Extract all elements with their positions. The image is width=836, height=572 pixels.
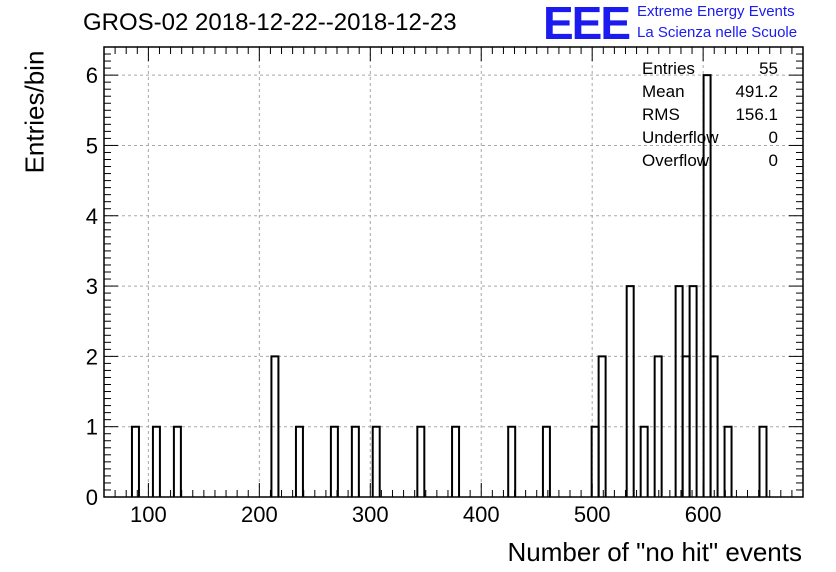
- stat-entries-label: Entries: [642, 59, 695, 78]
- y-tick-label: 0: [86, 485, 98, 510]
- x-tick-label: 100: [130, 502, 167, 527]
- histogram-bin: [674, 285, 684, 497]
- stat-overflow-label: Overflow: [642, 151, 710, 170]
- stat-underflow-label: Underflow: [642, 128, 719, 147]
- histogram-bin: [702, 74, 712, 497]
- histogram-bin: [688, 285, 698, 497]
- x-tick-label: 400: [463, 502, 500, 527]
- histogram-bin: [653, 355, 663, 497]
- histogram-bin: [758, 425, 768, 497]
- stat-mean-value: 491.2: [735, 82, 778, 101]
- stat-mean-label: Mean: [642, 82, 685, 101]
- x-tick-label: 300: [352, 502, 389, 527]
- histogram-bin: [541, 425, 551, 497]
- stat-underflow-value: 0: [768, 128, 778, 147]
- stat-rms-label: RMS: [642, 105, 680, 124]
- histogram-bin: [270, 355, 280, 497]
- histogram-bin: [294, 425, 304, 497]
- histogram-bin: [329, 425, 339, 497]
- histogram-bin: [597, 355, 607, 497]
- axes: [103, 46, 804, 498]
- x-tick-label: 500: [574, 502, 611, 527]
- y-axis-label: Entries/bin: [19, 50, 50, 174]
- histogram-bin: [507, 425, 517, 497]
- histogram-bin: [172, 425, 182, 497]
- histogram-bin: [130, 425, 140, 497]
- x-tick-label: 200: [241, 502, 278, 527]
- stat-overflow-value: 0: [768, 151, 778, 170]
- histogram-bin: [639, 425, 649, 497]
- stat-rms-value: 156.1: [735, 105, 778, 124]
- x-axis-label: Number of "no hit" events: [507, 537, 803, 567]
- histogram-bin: [371, 425, 381, 497]
- y-tick-label: 5: [86, 133, 98, 158]
- tick-labels: 100 200 300 400 500 600 0 1 2 3 4 5 6: [86, 63, 722, 527]
- y-tick-label: 2: [86, 344, 98, 369]
- plot-frame: [103, 46, 804, 498]
- histogram-bin: [416, 425, 426, 497]
- y-tick-label: 1: [86, 415, 98, 440]
- logo-line-2: La Scienza nelle Scuole: [637, 24, 798, 41]
- y-tick-label: 4: [86, 204, 98, 229]
- x-tick-label: 600: [685, 502, 722, 527]
- histogram-bin: [625, 285, 635, 497]
- stat-entries-value: 55: [759, 59, 778, 78]
- logo-line-1: Extreme Energy Events: [637, 3, 795, 20]
- eee-logo: EEE: [543, 0, 631, 49]
- chart-title: GROS-02 2018-12-22--2018-12-23: [83, 9, 457, 36]
- grid-lines: [104, 47, 803, 497]
- histogram-bin: [451, 425, 461, 497]
- histogram-bin: [709, 355, 719, 497]
- histogram-bin: [723, 425, 733, 497]
- y-tick-label: 6: [86, 63, 98, 88]
- histogram-bin: [151, 425, 161, 497]
- histogram-bin: [350, 425, 360, 497]
- y-tick-label: 3: [86, 274, 98, 299]
- histogram-bars: [130, 74, 768, 497]
